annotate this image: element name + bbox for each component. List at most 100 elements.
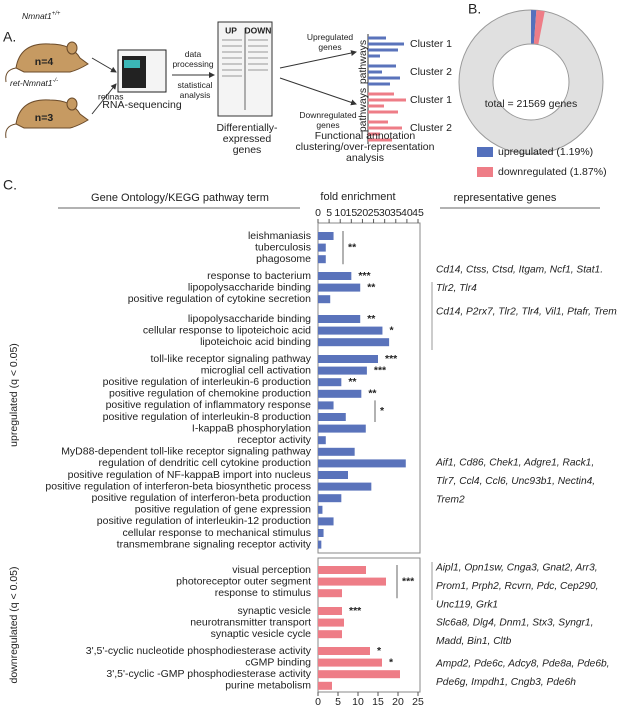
row-label: positive regulation of gene expression <box>135 504 311 516</box>
row-label: transmembrane signaling receptor activit… <box>117 538 312 550</box>
row-label: MyD88-dependent toll-like receptor signa… <box>61 446 312 458</box>
bar <box>318 355 378 363</box>
label: UP <box>225 25 237 35</box>
significance: *** <box>385 353 398 365</box>
side-label: upregulated (q < 0.05) <box>8 343 20 447</box>
row-label: microglial cell activation <box>201 364 311 376</box>
row-label: phagosome <box>256 253 311 265</box>
row-label: photoreceptor outer segment <box>176 575 311 587</box>
significance: * <box>389 656 394 668</box>
gene-list: Aipl1, Opn1sw, Cnga3, Gnat2, Arr3, <box>435 563 598 574</box>
row-label: positive regulation of chemokine product… <box>109 388 311 400</box>
icon-bars <box>368 36 404 86</box>
row-label: synaptic vesicle <box>237 605 311 617</box>
label: data processing <box>172 49 213 69</box>
legend-swatch <box>477 147 493 157</box>
bar <box>318 630 342 639</box>
row-label: 3',5'-cyclic -GMP phosphodiesterase acti… <box>106 668 311 680</box>
row-label: positive regulation of inflammatory resp… <box>106 399 312 411</box>
gene-list: Unc119, Grk1 <box>436 600 498 611</box>
panel-a: Nmnat1+/+ n=4 ret-Nmnat1-/- n=3 retinas … <box>5 11 452 164</box>
annotation: total = 21569 genes <box>485 98 578 110</box>
bar <box>318 338 390 347</box>
bar <box>318 566 366 574</box>
x-tick-label: 10 <box>352 696 364 705</box>
bar <box>318 255 326 264</box>
bar <box>318 471 348 479</box>
significance: * <box>380 405 385 417</box>
bar <box>318 459 406 468</box>
label: Cluster 1 <box>410 38 452 50</box>
genotype: Nmnat1+/+ <box>22 11 61 22</box>
x-tick-label: 30 <box>379 207 391 219</box>
icon-bars <box>368 92 406 142</box>
bar <box>318 670 400 679</box>
row-label: synaptic vesicle cycle <box>211 628 312 640</box>
gene-list: Pde6g, Impdh1, Cngb3, Pde6h <box>436 677 576 688</box>
label: RNA-sequencing <box>102 99 182 111</box>
genotype: ret-Nmnat1-/- <box>10 78 58 89</box>
bar <box>318 424 366 433</box>
bar <box>318 447 355 456</box>
bar <box>318 529 324 537</box>
gene-list: Tlr2, Tlr4 <box>436 283 477 294</box>
row-label: visual perception <box>232 564 311 576</box>
row-label: cGMP binding <box>245 656 311 668</box>
bar <box>318 505 323 514</box>
gene-list: Prom1, Prph2, Rcvrn, Pdc, Cep290, <box>436 581 599 592</box>
row-label: response to stimulus <box>215 587 311 599</box>
x-tick-label: 45 <box>412 207 424 219</box>
label: Upregulated genes <box>307 32 354 52</box>
row-label: neurotransmitter transport <box>190 616 311 628</box>
gene-list: Cd14, P2rx7, Tlr2, Tlr4, Vil1, Ptafr, Tr… <box>436 307 617 318</box>
mouse-ear <box>66 97 78 111</box>
row-label: positive regulation of NF-kappaB import … <box>68 469 311 481</box>
row-label: toll-like receptor signaling pathway <box>151 353 312 365</box>
x-tick-label: 20 <box>357 207 369 219</box>
label: retinas <box>98 91 124 101</box>
label: Functional annotation clustering/over-rep… <box>296 130 435 164</box>
mouse-tail <box>5 67 17 83</box>
bar <box>318 243 326 252</box>
x-tick-label: 0 <box>315 696 321 705</box>
bar <box>318 389 362 398</box>
x-tick-label: 5 <box>335 696 341 705</box>
label: Downregulated genes <box>299 110 356 130</box>
bar <box>318 315 361 323</box>
x-tick-label: 40 <box>401 207 413 219</box>
doc-lines <box>222 39 268 77</box>
legend-swatch <box>477 167 493 177</box>
sample-size: n=3 <box>35 112 54 124</box>
significance: ** <box>348 241 357 253</box>
row-label: 3',5'-cyclic nucleotide phosphodiesteras… <box>86 645 312 657</box>
bar <box>318 366 367 375</box>
mouse-ear <box>66 41 78 55</box>
legend-label: upregulated (1.19%) <box>498 146 593 158</box>
row-label: response to bacterium <box>207 270 311 282</box>
label: statistical analysis <box>178 80 213 100</box>
row-label: receptor activity <box>237 434 311 446</box>
significance: *** <box>349 605 362 617</box>
panel-label: C. <box>3 177 17 193</box>
row-label: lipopolysaccharide binding <box>188 281 311 293</box>
x-tick-label: 5 <box>326 207 332 219</box>
plot-frame <box>317 222 421 554</box>
row-label: positive regulation of interleukin-6 pro… <box>103 376 312 388</box>
gene-list: Trem2 <box>436 495 465 506</box>
significance: *** <box>374 364 387 376</box>
gene-list: Ampd2, Pde6c, Adcy8, Pde8a, Pde6b, <box>435 659 610 670</box>
row-label: tuberculosis <box>255 241 311 253</box>
pie-slice <box>531 10 537 45</box>
bar <box>318 378 342 387</box>
bar <box>318 401 334 410</box>
arrow <box>91 83 117 115</box>
gene-list: Madd, Bin1, Cltb <box>436 636 512 647</box>
gene-list: Slc6a8, Dlg4, Dnm1, Stx3, Syngr1, <box>436 618 593 629</box>
label: DOWN <box>245 25 272 35</box>
row-label: positive regulation of interferon-beta p… <box>92 492 312 504</box>
side-label: downregulated (q < 0.05) <box>8 566 20 683</box>
significance: ** <box>367 281 376 293</box>
significance: ** <box>368 388 377 400</box>
bar <box>318 295 331 304</box>
